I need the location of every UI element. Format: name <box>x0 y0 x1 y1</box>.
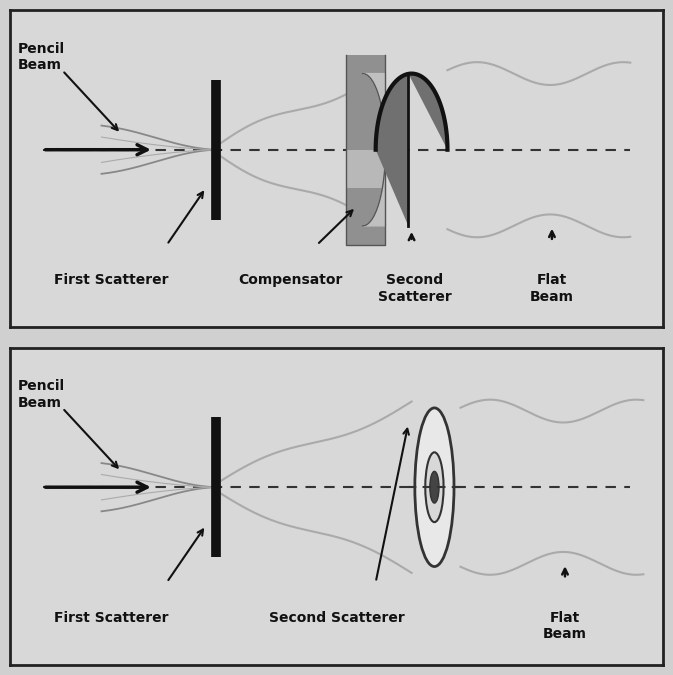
Text: Pencil
Beam: Pencil Beam <box>18 42 65 72</box>
Polygon shape <box>376 74 448 226</box>
Bar <box>347 150 386 188</box>
Text: First Scatterer: First Scatterer <box>54 611 168 625</box>
Text: Pencil
Beam: Pencil Beam <box>18 379 65 410</box>
Polygon shape <box>363 74 386 226</box>
Ellipse shape <box>425 452 444 522</box>
Text: Second Scatterer: Second Scatterer <box>269 611 404 625</box>
Text: First Scatterer: First Scatterer <box>54 273 168 288</box>
Text: Second
Scatterer: Second Scatterer <box>378 273 452 304</box>
Text: Flat
Beam: Flat Beam <box>543 611 587 641</box>
Ellipse shape <box>415 408 454 566</box>
Text: Flat
Beam: Flat Beam <box>530 273 574 304</box>
Bar <box>347 55 386 245</box>
Ellipse shape <box>430 471 439 503</box>
Text: Compensator: Compensator <box>239 273 343 288</box>
